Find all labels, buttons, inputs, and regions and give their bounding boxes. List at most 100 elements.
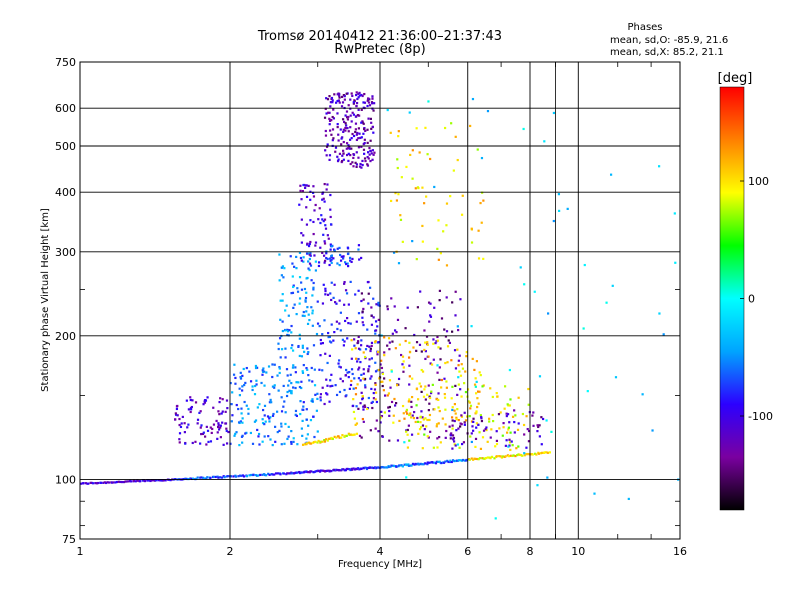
data-point — [388, 414, 391, 417]
data-point — [343, 388, 346, 392]
data-point — [152, 479, 155, 482]
data-point — [234, 432, 237, 435]
data-point — [254, 419, 258, 422]
data-point — [314, 241, 318, 244]
data-point — [240, 474, 243, 477]
data-point — [410, 405, 413, 409]
data-point — [477, 229, 480, 232]
data-point — [445, 380, 448, 383]
data-point — [303, 350, 306, 353]
data-point — [299, 184, 302, 187]
data-point — [331, 128, 335, 131]
data-point — [352, 433, 355, 436]
data-point — [372, 397, 375, 400]
data-point — [377, 430, 380, 433]
data-point — [360, 93, 363, 97]
data-point — [301, 189, 304, 193]
data-point — [261, 408, 265, 412]
data-point — [337, 359, 341, 362]
data-point — [401, 404, 405, 408]
data-point — [405, 410, 408, 413]
data-point — [311, 309, 314, 312]
data-point — [286, 333, 289, 337]
data-point — [328, 95, 331, 98]
data-point — [319, 399, 322, 402]
data-point — [303, 470, 306, 473]
data-point — [307, 244, 311, 248]
data-point — [305, 184, 308, 187]
data-point — [231, 414, 234, 417]
data-point — [301, 471, 304, 474]
data-point — [331, 139, 334, 142]
data-point — [327, 437, 331, 440]
data-point — [210, 431, 213, 435]
data-point — [358, 114, 361, 117]
data-point — [523, 433, 526, 436]
data-point — [278, 366, 281, 369]
data-point — [423, 348, 426, 352]
data-point — [582, 327, 585, 330]
data-point — [366, 104, 369, 108]
data-point — [324, 352, 327, 355]
data-point — [253, 393, 257, 396]
data-point — [356, 341, 359, 345]
data-point — [504, 455, 507, 458]
data-point — [536, 484, 539, 487]
data-point — [269, 416, 272, 419]
data-point — [374, 329, 378, 332]
data-point — [300, 241, 303, 244]
data-point — [362, 420, 365, 423]
data-point — [373, 151, 376, 154]
data-point — [353, 417, 356, 420]
data-point — [344, 434, 347, 437]
data-point — [263, 473, 267, 477]
data-point — [301, 314, 304, 317]
data-point — [321, 469, 324, 472]
data-point — [319, 469, 322, 472]
data-point — [255, 474, 259, 477]
data-point — [343, 95, 346, 98]
data-point — [373, 102, 376, 105]
data-point — [299, 189, 302, 192]
data-point — [388, 409, 391, 413]
data-point — [253, 420, 257, 423]
data-point — [323, 116, 327, 119]
data-point — [432, 338, 435, 341]
data-point — [337, 362, 340, 365]
data-point — [309, 198, 312, 201]
data-point — [393, 464, 396, 468]
data-point — [360, 292, 364, 295]
data-point — [361, 163, 364, 167]
data-point — [475, 426, 478, 429]
data-point — [316, 322, 320, 325]
data-point — [397, 377, 401, 381]
data-point — [499, 411, 502, 414]
data-point — [390, 370, 393, 373]
data-point — [445, 224, 448, 227]
data-point — [415, 463, 418, 466]
data-point — [203, 477, 206, 480]
data-point — [425, 425, 428, 428]
data-point — [337, 99, 340, 102]
data-point — [245, 404, 248, 407]
data-point — [316, 392, 319, 395]
data-point — [339, 329, 342, 332]
data-point — [259, 473, 262, 477]
data-point — [349, 280, 352, 283]
data-point — [461, 367, 465, 370]
data-point — [347, 144, 350, 147]
data-point — [331, 101, 334, 104]
data-point — [106, 481, 109, 484]
data-point — [317, 469, 320, 473]
data-point — [254, 366, 258, 370]
data-point — [317, 218, 320, 221]
data-point — [399, 214, 402, 217]
data-point — [209, 440, 213, 443]
data-point — [445, 330, 449, 333]
data-point — [455, 429, 458, 432]
data-point — [448, 460, 451, 464]
data-point — [282, 276, 285, 279]
data-point — [330, 245, 333, 248]
data-point — [360, 145, 363, 148]
